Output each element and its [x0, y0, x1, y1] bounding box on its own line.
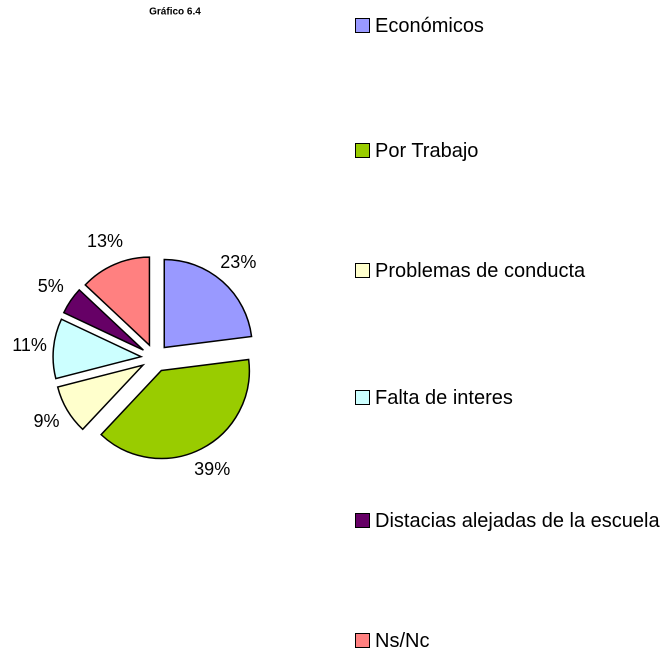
legend-label: Económicos: [375, 15, 484, 37]
data-label: 23%: [220, 252, 256, 272]
pie-slice: [84, 256, 151, 347]
pie-slice: [100, 358, 251, 460]
legend-label: Falta de interes: [375, 387, 513, 409]
data-label: 13%: [87, 231, 123, 251]
pie-slice: [163, 258, 253, 349]
data-label: 5%: [38, 276, 64, 296]
legend-swatch: [355, 390, 370, 405]
pie-slice: [56, 363, 146, 431]
pie-slice: [52, 318, 144, 380]
legend-label: Por Trabajo: [375, 140, 479, 162]
data-label: 9%: [34, 411, 60, 431]
legend-swatch: [355, 18, 370, 33]
legend-label: Distacias alejadas de la escuela: [375, 510, 660, 532]
legend-item: Falta de interes: [355, 385, 660, 411]
pie-slice: [62, 288, 144, 351]
legend-swatch: [355, 633, 370, 648]
legend-swatch: [355, 513, 370, 528]
legend-item: Problemas de conducta: [355, 258, 660, 284]
legend-swatch: [355, 263, 370, 278]
legend-item: Por Trabajo: [355, 138, 660, 164]
legend-label: Ns/Nc: [375, 630, 430, 650]
legend-swatch: [355, 143, 370, 158]
legend-item: Económicos: [355, 13, 660, 39]
chart-title: Gráfico 6.4: [149, 7, 201, 18]
legend-item: Ns/Nc: [355, 628, 660, 650]
data-label: 11%: [12, 335, 47, 355]
legend-label: Problemas de conducta: [375, 260, 586, 282]
legend-item: Distacias alejadas de la escuela: [355, 508, 660, 534]
data-label: 39%: [194, 459, 230, 479]
